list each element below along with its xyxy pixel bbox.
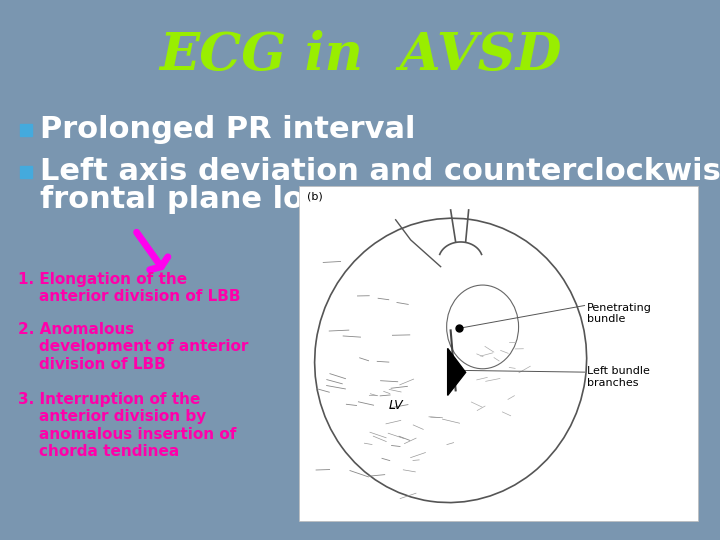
Ellipse shape (315, 218, 587, 503)
Text: LV: LV (388, 399, 403, 412)
Text: 2. Anomalous
    development of anterior
    division of LBB: 2. Anomalous development of anterior div… (18, 322, 248, 372)
Text: Prolonged PR interval: Prolonged PR interval (40, 116, 415, 145)
Text: Left bundle
branches: Left bundle branches (587, 366, 649, 388)
Text: Left axis deviation and counterclockwise: Left axis deviation and counterclockwise (40, 158, 720, 186)
Bar (20, 166, 32, 178)
Bar (299, 186, 698, 521)
Text: ECG in  AVSD: ECG in AVSD (158, 30, 562, 81)
Text: 3. Interruption of the
    anterior division by
    anomalous insertion of
    c: 3. Interruption of the anterior division… (18, 392, 236, 459)
Polygon shape (448, 348, 466, 395)
Text: frontal plane loop: frontal plane loop (40, 186, 346, 214)
Text: (b): (b) (307, 191, 323, 201)
Text: 1. Elongation of the
    anterior division of LBB: 1. Elongation of the anterior division o… (18, 272, 240, 305)
Bar (20, 124, 32, 136)
Ellipse shape (446, 285, 518, 369)
Text: Penetrating
bundle: Penetrating bundle (587, 303, 652, 325)
